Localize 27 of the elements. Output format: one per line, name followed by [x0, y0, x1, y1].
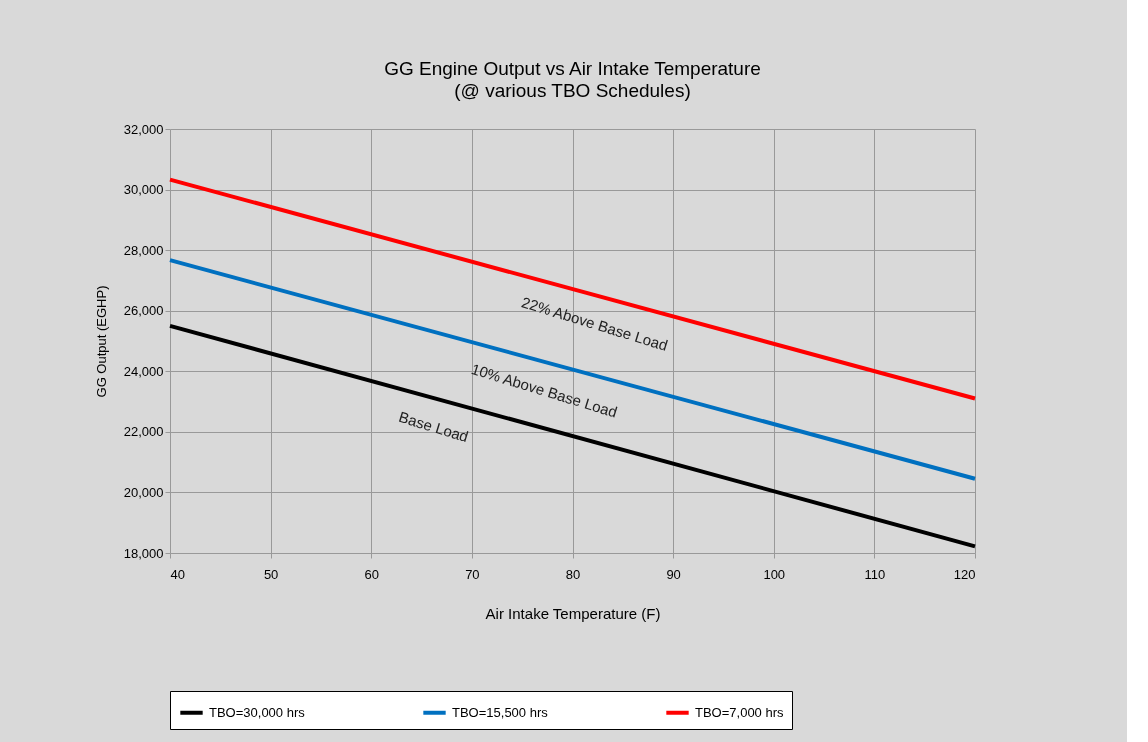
- annotation: 10% Above Base Load: [469, 360, 620, 421]
- x-tick-label: 40: [170, 566, 185, 582]
- legend-label: TBO=30,000 hrs: [209, 704, 306, 720]
- x-tick-label: 60: [364, 566, 379, 582]
- y-tick-label: 30,000: [123, 182, 164, 198]
- x-tick-label: 90: [666, 566, 681, 582]
- y-tick-label: 24,000: [123, 363, 164, 379]
- y-tick-label: 28,000: [123, 242, 164, 258]
- legend-label: TBO=15,500 hrs: [452, 704, 549, 720]
- x-tick-label: 100: [763, 566, 786, 582]
- annotation: Base Load: [396, 407, 471, 446]
- annotation: 22% Above Base Load: [519, 293, 670, 354]
- x-tick-label: 50: [263, 566, 279, 582]
- y-tick-label: 20,000: [123, 484, 164, 500]
- x-tick-label: 70: [465, 566, 480, 582]
- chart-title: GG Engine Output vs Air Intake Temperature: [384, 58, 761, 79]
- y-tick-label: 18,000: [123, 545, 164, 561]
- y-tick-label: 32,000: [123, 121, 164, 137]
- legend-label: TBO=7,000 hrs: [695, 704, 785, 720]
- x-tick-label: 80: [565, 566, 581, 582]
- chart-subtitle: (@ various TBO Schedules): [454, 80, 691, 101]
- x-tick-label: 110: [864, 566, 886, 582]
- x-tick-label: 120: [953, 566, 976, 582]
- y-tick-label: 22,000: [123, 424, 164, 440]
- x-axis-title: Air Intake Temperature (F): [485, 604, 661, 622]
- y-axis-title: GG Output (EGHP): [93, 285, 109, 398]
- y-tick-label: 26,000: [123, 303, 164, 319]
